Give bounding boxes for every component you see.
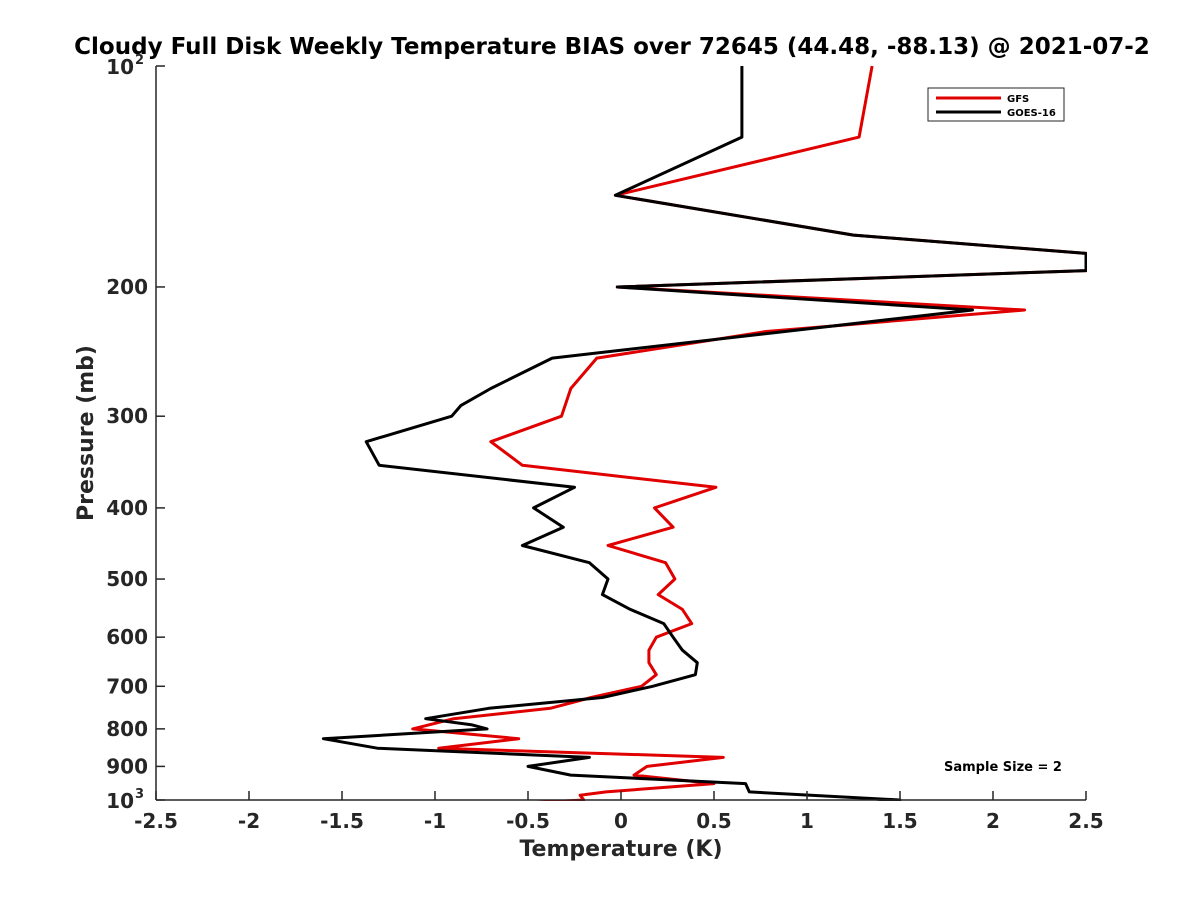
sample-size-annotation: Sample Size = 2 [944, 760, 1062, 775]
x-tick-label: -1 [424, 809, 446, 833]
series-layer [321, 65, 1087, 801]
plot-area: -2.5 -2 -1.5 -1 -0.5 0 0.5 1 1.5 2 2.5 10 220030040… [106, 53, 1104, 833]
y-tick-label: 500 [106, 567, 148, 591]
y-tick-label: 300 [106, 404, 148, 428]
y-tick-label: 400 [106, 496, 148, 520]
y-tick-label-base: 10 [106, 789, 134, 813]
y-tick-label: 600 [106, 625, 148, 649]
y-tick-label: 800 [106, 717, 148, 741]
y-tick-label-base: 10 [106, 55, 134, 79]
x-tick-label: -0.5 [506, 809, 550, 833]
legend-label-goes-16: GOES-16 [1007, 108, 1056, 119]
chart-title: Cloudy Full Disk Weekly Temperature BIAS… [74, 34, 1150, 60]
legend-box [927, 87, 1065, 122]
y-tick-label-power: 10 3 [106, 787, 144, 813]
x-tick-label: 1 [800, 809, 814, 833]
y-tick-label: 900 [106, 754, 148, 778]
x-tick-label: -1.5 [320, 809, 364, 833]
legend: GFS GOES-16 [927, 87, 1065, 122]
x-tick-label: -2.5 [134, 809, 178, 833]
x-axis-ticks: -2.5 -2 -1.5 -1 -0.5 0 0.5 1 1.5 2 2.5 [134, 791, 1104, 833]
x-tick-label: 1.5 [882, 809, 917, 833]
x-tick-label: 0 [614, 809, 628, 833]
x-tick-label: 0.5 [696, 809, 731, 833]
x-tick-label: 2.5 [1068, 809, 1103, 833]
y-tick-label-power: 10 2 [106, 53, 144, 79]
legend-label-gfs: GFS [1007, 94, 1029, 105]
y-axis-label: Pressure (mb) [74, 345, 99, 521]
x-tick-label: -2 [238, 809, 260, 833]
x-axis-label: Temperature (K) [519, 837, 722, 862]
series-line-goes-16 [321, 66, 1087, 801]
y-tick-label-exponent: 2 [135, 53, 144, 68]
series-line-gfs [411, 65, 1087, 801]
y-tick-label-exponent: 3 [135, 787, 144, 802]
y-tick-label: 200 [106, 275, 148, 299]
x-tick-label: 2 [986, 809, 1000, 833]
legend-items: GFS GOES-16 [936, 94, 1056, 119]
y-tick-label: 700 [106, 674, 148, 698]
